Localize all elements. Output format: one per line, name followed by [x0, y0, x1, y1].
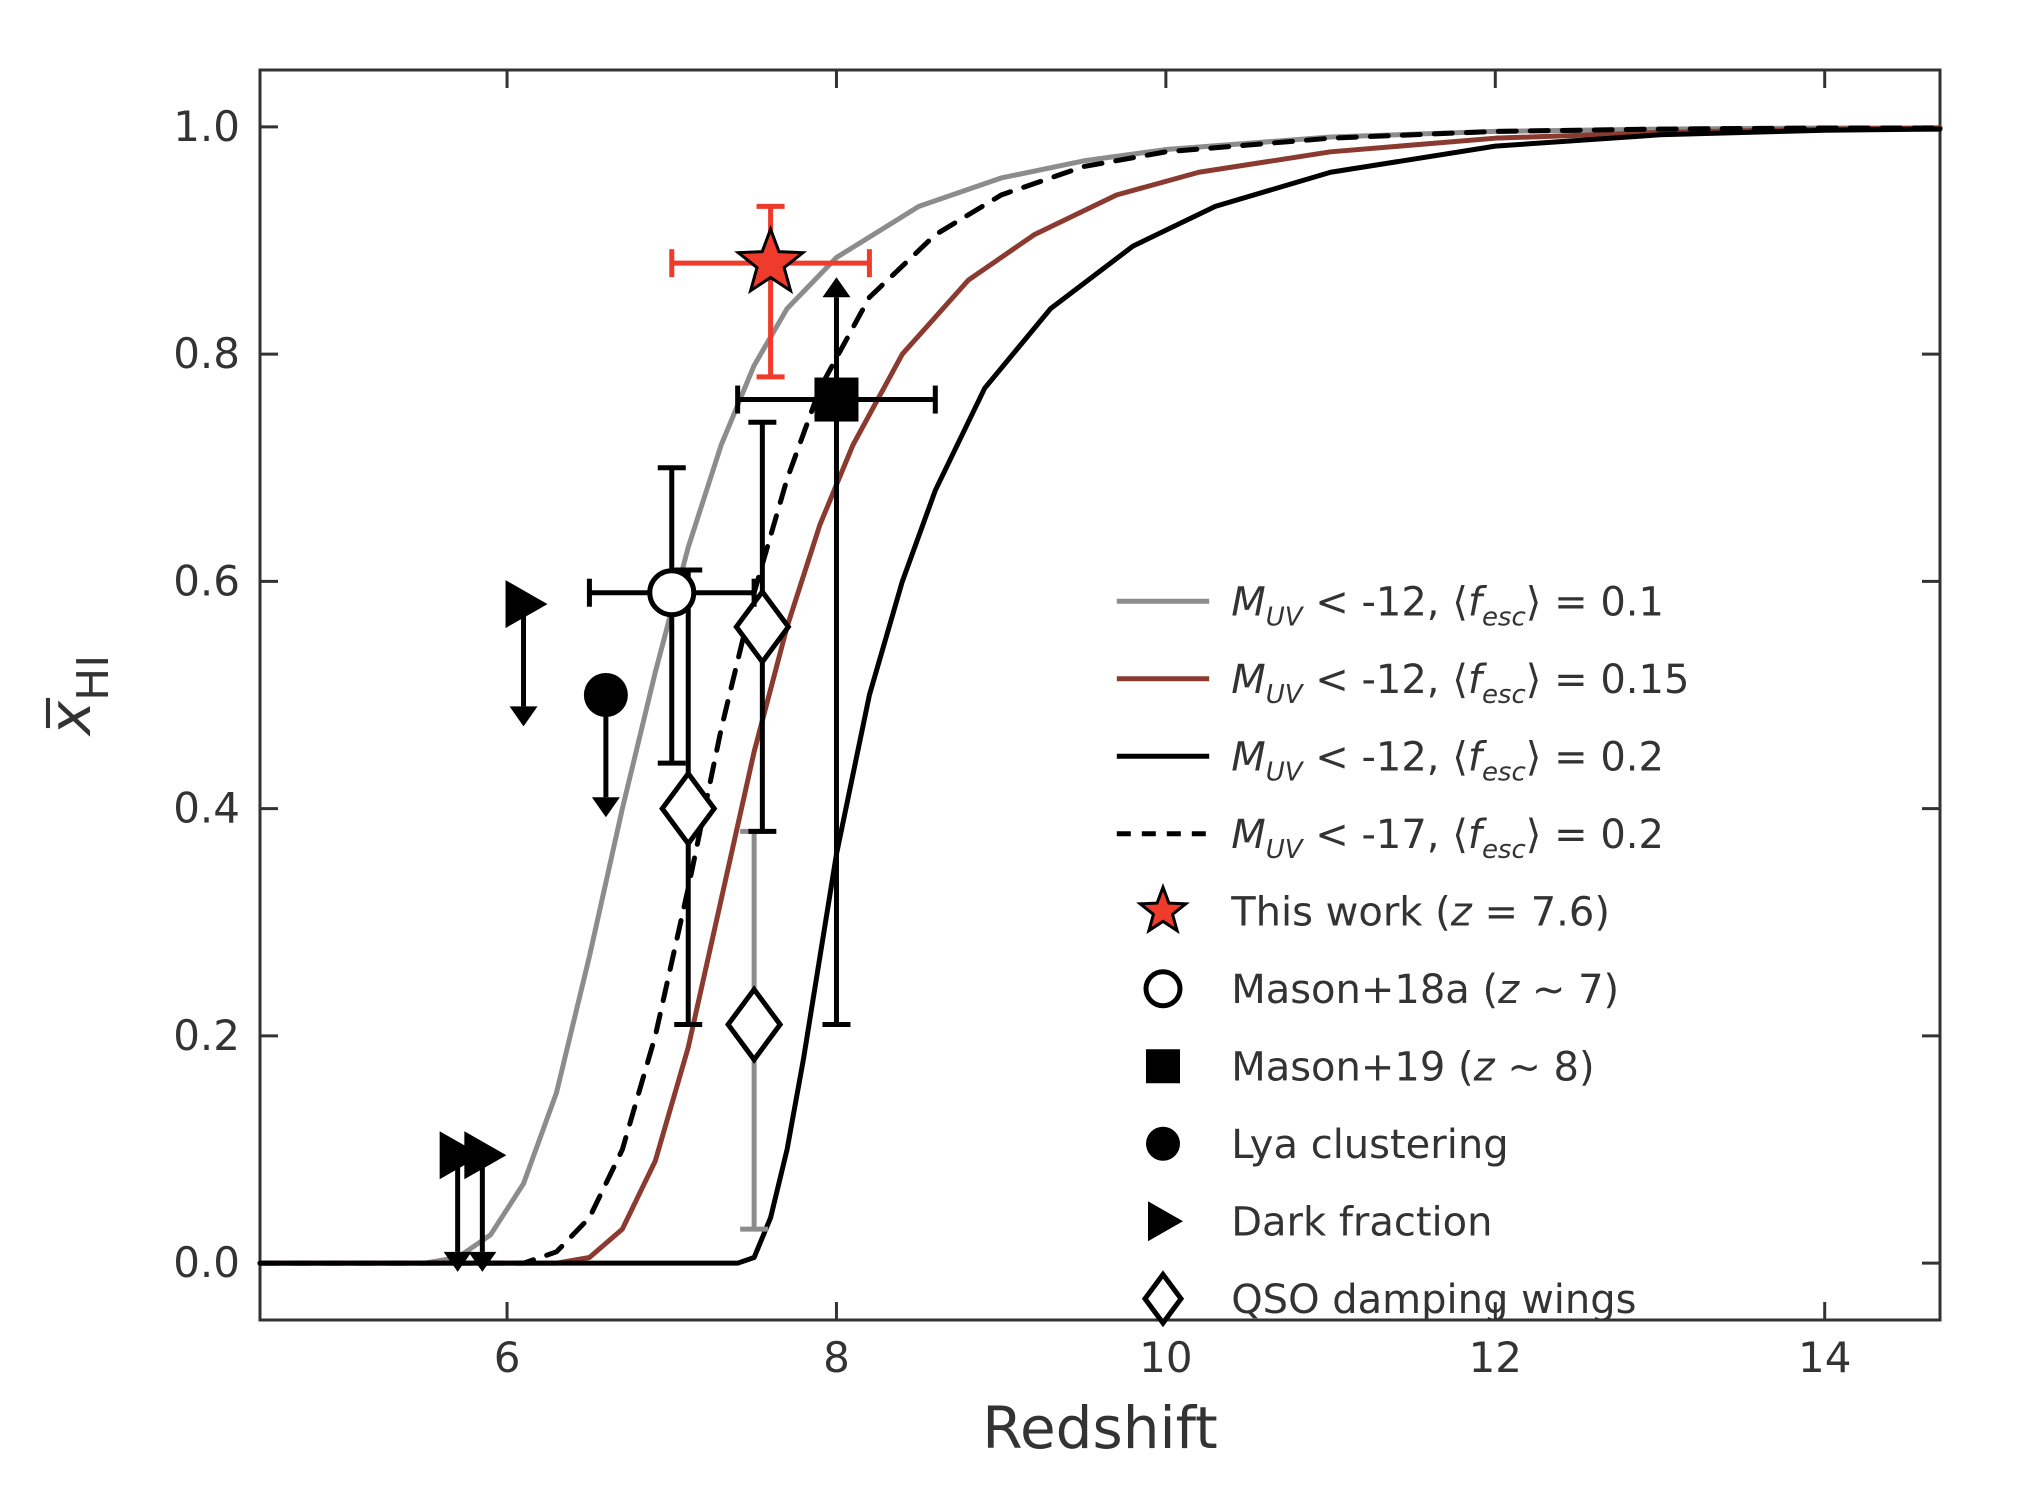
xtick-label: 6: [494, 1333, 521, 1382]
chart-container: 681012140.00.20.40.60.81.0Redshiftx̅HIMU…: [0, 0, 2032, 1498]
xtick-label: 10: [1139, 1333, 1192, 1382]
xtick-label: 12: [1469, 1333, 1522, 1382]
legend-label: Dark fraction: [1231, 1199, 1492, 1245]
legend-label: This work (z = 7.6): [1230, 889, 1610, 935]
ytick-label: 0.4: [173, 784, 240, 833]
ytick-label: 1.0: [173, 102, 240, 151]
ytick-label: 0.2: [173, 1011, 240, 1060]
legend-label: Mason+19 (z ~ 8): [1231, 1044, 1594, 1090]
x-axis-label: Redshift: [982, 1394, 1217, 1462]
legend-label: Lya clustering: [1231, 1122, 1508, 1168]
legend-label: Mason+18a (z ~ 7): [1231, 967, 1619, 1013]
legend-label: QSO damping wings: [1231, 1277, 1636, 1323]
xtick-label: 8: [823, 1333, 850, 1382]
xtick-label: 14: [1798, 1333, 1851, 1382]
ytick-label: 0.8: [173, 329, 240, 378]
chart-svg: 681012140.00.20.40.60.81.0Redshiftx̅HIMU…: [0, 0, 2032, 1498]
ytick-label: 0.6: [173, 556, 240, 605]
ytick-label: 0.0: [173, 1238, 240, 1287]
